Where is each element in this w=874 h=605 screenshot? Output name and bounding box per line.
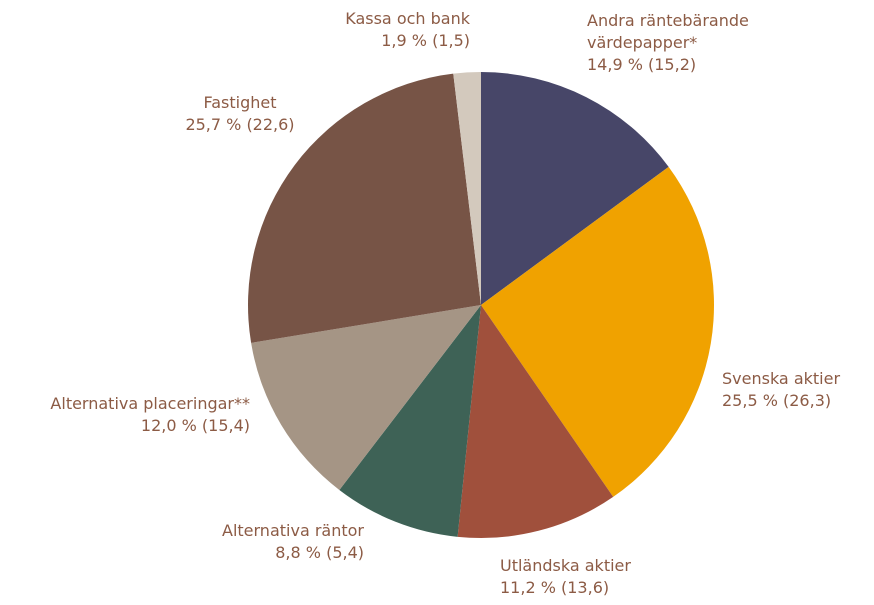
slice-name: Fastighet: [203, 93, 277, 112]
pie-slice: [251, 305, 481, 490]
slice-name: Alternativa räntor: [222, 521, 364, 540]
slice-name: Utländska aktier: [500, 556, 631, 575]
slice-value: 25,5 % (26,3): [722, 391, 832, 410]
slice-name: Andra räntebärande värdepapper*: [587, 11, 749, 52]
slice-label: Kassa och bank 1,9 % (1,5): [310, 8, 470, 52]
pie-slice: [481, 166, 714, 497]
slice-label: Alternativa räntor 8,8 % (5,4): [164, 520, 364, 564]
slice-value: 1,9 % (1,5): [381, 31, 470, 50]
slice-name: Svenska aktier: [722, 369, 841, 388]
slice-name: Kassa och bank: [345, 9, 470, 28]
pie-slice: [453, 72, 481, 305]
pie-slice: [457, 305, 614, 538]
slice-label: Svenska aktier 25,5 % (26,3): [722, 368, 872, 412]
slice-label: Utländska aktier 11,2 % (13,6): [500, 555, 700, 599]
pie-slice: [339, 305, 481, 537]
slice-label: Andra räntebärande värdepapper* 14,9 % (1…: [587, 10, 757, 76]
slice-label: Fastighet 25,7 % (22,6): [160, 92, 320, 136]
pie-slice: [247, 73, 481, 343]
pie-slice: [481, 72, 669, 305]
slice-name: Alternativa placeringar**: [50, 394, 250, 413]
slice-value: 25,7 % (22,6): [185, 115, 295, 134]
slice-value: 11,2 % (13,6): [500, 578, 610, 597]
slice-value: 8,8 % (5,4): [275, 543, 364, 562]
slice-label: Alternativa placeringar** 12,0 % (15,4): [0, 393, 250, 437]
slice-value: 14,9 % (15,2): [587, 55, 697, 74]
slice-value: 12,0 % (15,4): [140, 416, 250, 435]
